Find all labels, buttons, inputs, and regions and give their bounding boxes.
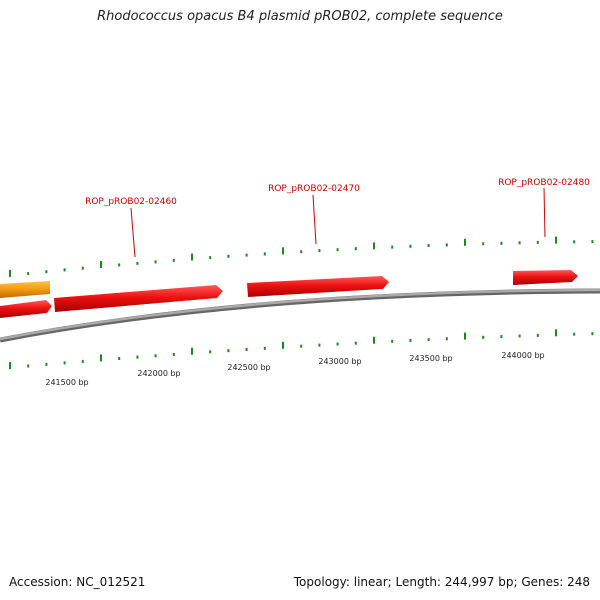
major-tick bbox=[464, 332, 466, 340]
major-tick bbox=[373, 242, 375, 250]
scale-label: 242500 bp bbox=[227, 363, 270, 372]
major-tick bbox=[282, 341, 284, 349]
minor-tick bbox=[63, 268, 66, 272]
minor-tick bbox=[445, 337, 448, 341]
minor-tick bbox=[391, 245, 394, 249]
minor-tick bbox=[482, 335, 485, 339]
minor-tick bbox=[427, 338, 430, 342]
minor-tick bbox=[482, 242, 485, 246]
minor-tick bbox=[354, 247, 357, 251]
minor-tick bbox=[427, 244, 430, 248]
minor-tick bbox=[172, 258, 175, 262]
minor-tick bbox=[318, 343, 321, 347]
minor-tick bbox=[245, 348, 248, 351]
minor-tick bbox=[118, 263, 121, 267]
accession-text: Accession: NC_012521 bbox=[9, 575, 146, 589]
minor-tick bbox=[245, 253, 248, 257]
minor-tick bbox=[227, 349, 230, 353]
minor-tick bbox=[154, 260, 157, 264]
minor-tick bbox=[518, 334, 521, 338]
minor-tick bbox=[336, 342, 339, 346]
minor-tick bbox=[136, 261, 139, 265]
minor-tick bbox=[136, 355, 139, 359]
minor-tick bbox=[209, 350, 212, 354]
minor-tick bbox=[63, 361, 66, 365]
scale-label: 243000 bp bbox=[318, 357, 361, 366]
minor-tick bbox=[118, 357, 121, 360]
scale-label: 243500 bp bbox=[409, 354, 452, 363]
minor-tick bbox=[573, 240, 576, 244]
minor-tick bbox=[154, 354, 157, 358]
minor-tick bbox=[518, 241, 521, 245]
minor-tick bbox=[45, 362, 48, 366]
minor-tick bbox=[336, 248, 339, 252]
minor-tick bbox=[27, 364, 30, 368]
major-tick bbox=[555, 236, 557, 244]
gene-arrow[interactable] bbox=[0, 281, 50, 298]
minor-tick bbox=[500, 241, 503, 245]
minor-tick bbox=[354, 341, 357, 345]
minor-tick bbox=[573, 332, 576, 336]
scale-label: 242000 bp bbox=[137, 369, 180, 378]
major-tick bbox=[100, 261, 102, 268]
gene-label-leader bbox=[130, 207, 136, 258]
minor-tick bbox=[45, 270, 48, 274]
major-tick bbox=[9, 362, 11, 370]
gene-arrow[interactable] bbox=[247, 276, 389, 297]
minor-tick bbox=[27, 272, 30, 276]
minor-tick bbox=[263, 346, 266, 350]
map-title: Rhodococcus opacus B4 plasmid pROB02, co… bbox=[97, 9, 503, 24]
minor-tick bbox=[227, 254, 230, 258]
minor-tick bbox=[172, 353, 175, 356]
major-tick bbox=[373, 336, 375, 344]
gene-arrow[interactable] bbox=[54, 285, 223, 312]
gene-label[interactable]: ROP_pROB02-02480 bbox=[498, 178, 590, 188]
inner-tick-track bbox=[9, 329, 594, 370]
minor-tick bbox=[300, 250, 303, 254]
minor-tick bbox=[500, 335, 503, 339]
minor-tick bbox=[81, 359, 84, 363]
major-tick bbox=[555, 329, 557, 337]
minor-tick bbox=[263, 252, 266, 256]
minor-tick bbox=[318, 249, 321, 253]
major-tick bbox=[100, 354, 102, 362]
sequence-backbone bbox=[0, 288, 600, 341]
outer-tick-track bbox=[9, 236, 594, 277]
minor-tick bbox=[209, 256, 212, 260]
minor-tick bbox=[409, 339, 412, 342]
major-tick bbox=[282, 247, 284, 255]
minor-tick bbox=[536, 333, 539, 337]
minor-tick bbox=[445, 243, 448, 247]
gene-arrow[interactable] bbox=[0, 300, 52, 318]
gene-label[interactable]: ROP_pROB02-02460 bbox=[85, 197, 177, 207]
minor-tick bbox=[536, 240, 539, 244]
major-tick bbox=[191, 347, 193, 355]
scale-label: 244000 bp bbox=[501, 351, 544, 360]
minor-tick bbox=[591, 240, 594, 244]
gene-label-leader bbox=[543, 187, 546, 238]
major-tick bbox=[191, 253, 193, 261]
minor-tick bbox=[300, 344, 303, 348]
major-tick bbox=[464, 238, 466, 246]
scale-label: 241500 bp bbox=[45, 378, 88, 387]
major-tick bbox=[9, 269, 11, 277]
minor-tick bbox=[591, 332, 594, 336]
summary-text: Topology: linear; Length: 244,997 bp; Ge… bbox=[293, 575, 590, 589]
gene-label[interactable]: ROP_pROB02-02470 bbox=[268, 184, 360, 194]
minor-tick bbox=[391, 339, 394, 343]
minor-tick bbox=[81, 266, 84, 270]
minor-tick bbox=[409, 244, 412, 248]
gene-label-leader bbox=[312, 194, 317, 245]
gene-arrow[interactable] bbox=[513, 270, 578, 285]
